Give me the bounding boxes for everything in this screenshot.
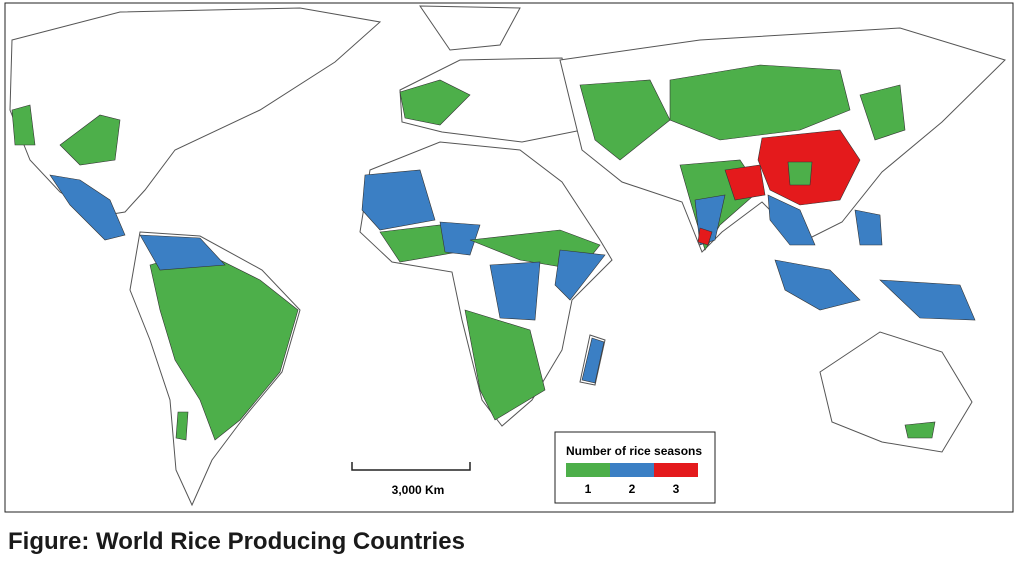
rice-regions bbox=[11, 64, 976, 441]
legend-label: 2 bbox=[629, 482, 636, 496]
scale-bar: 3,000 Km bbox=[351, 462, 471, 497]
scale-line bbox=[351, 462, 471, 471]
scale-label: 3,000 Km bbox=[392, 483, 445, 497]
legend-title: Number of rice seasons bbox=[566, 444, 702, 458]
legend-label: 1 bbox=[585, 482, 592, 496]
legend: Number of rice seasons 1 2 3 bbox=[554, 431, 716, 504]
map: 3,000 Km Number of rice seasons 1 2 3 bbox=[4, 2, 1014, 513]
legend-swatch bbox=[654, 463, 698, 477]
legend-swatch bbox=[566, 463, 610, 477]
legend-label: 3 bbox=[673, 482, 680, 496]
legend-swatch bbox=[610, 463, 654, 477]
caption: Figure: World Rice Producing Countries bbox=[8, 528, 465, 555]
